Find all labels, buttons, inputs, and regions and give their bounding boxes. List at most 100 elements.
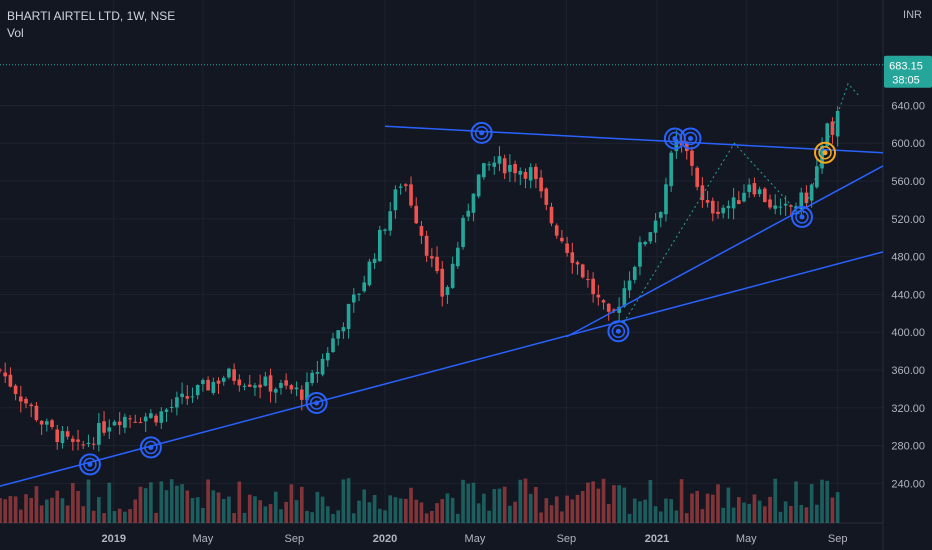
candle-body xyxy=(627,280,632,291)
volume-bar xyxy=(632,498,637,523)
trendline[interactable] xyxy=(384,125,884,154)
candle-body xyxy=(554,225,559,236)
candle-body xyxy=(414,205,419,224)
symbol-title[interactable]: BHARTI AIRTEL LTD, 1W, NSE xyxy=(7,9,176,23)
volume-bar xyxy=(497,488,502,523)
time-tick-label: 2020 xyxy=(373,533,397,545)
marker-outer-ring xyxy=(470,121,493,144)
volume-bar xyxy=(154,512,158,523)
volume-bar xyxy=(24,494,28,523)
volume-bar xyxy=(617,485,621,523)
candle-body xyxy=(794,206,798,209)
candle-body xyxy=(778,206,783,208)
touch-point-marker[interactable] xyxy=(470,121,493,144)
touch-point-marker[interactable] xyxy=(679,127,702,150)
touch-point-marker[interactable] xyxy=(139,436,162,459)
candle-body xyxy=(237,379,242,386)
candle-body xyxy=(315,372,320,374)
volume-bar xyxy=(237,481,242,523)
marker-outer-ring xyxy=(139,436,162,459)
touch-point-marker[interactable] xyxy=(607,320,630,343)
candle-body xyxy=(258,384,262,388)
volume-bar xyxy=(227,496,231,523)
volume-bar xyxy=(768,496,772,523)
candle-body xyxy=(471,193,476,213)
candle-body xyxy=(518,170,523,175)
volume-bar xyxy=(716,484,720,523)
candle-body xyxy=(383,229,387,231)
currency-label[interactable]: INR xyxy=(903,9,922,21)
candle-body xyxy=(133,421,138,423)
candle-body xyxy=(435,256,439,272)
candle-body xyxy=(91,443,96,445)
candle-body xyxy=(534,166,538,179)
bar-countdown-label: 38:05 xyxy=(892,75,920,87)
candle-body xyxy=(45,421,49,425)
volume-bar xyxy=(331,513,335,523)
volume-bar xyxy=(721,507,726,523)
candle-body xyxy=(263,376,268,386)
volume-bar xyxy=(34,486,39,523)
volume-bar xyxy=(700,509,705,523)
candle-body xyxy=(65,431,70,437)
marker-inner-ring xyxy=(83,457,97,472)
candle-body xyxy=(242,385,247,387)
candle-body xyxy=(180,393,184,398)
volume-bar xyxy=(596,488,601,523)
candle-body xyxy=(658,212,663,218)
volume-bar xyxy=(731,507,736,523)
volume-bar xyxy=(554,496,559,523)
marker-inner-ring xyxy=(818,145,832,160)
volume-bar xyxy=(159,481,164,523)
candle-body xyxy=(674,139,679,152)
candle-body xyxy=(123,416,127,428)
volume-bar xyxy=(487,510,491,523)
candle-body xyxy=(835,110,840,137)
candle-body xyxy=(710,200,715,214)
volume-bar xyxy=(117,508,122,523)
candle-body xyxy=(206,379,210,391)
candle-body xyxy=(570,252,575,263)
candle-body xyxy=(497,156,502,164)
candle-body xyxy=(653,220,658,233)
trendline[interactable] xyxy=(0,251,884,487)
volume-bar xyxy=(39,505,44,523)
time-tick-label: May xyxy=(465,533,486,545)
volume-bar xyxy=(789,505,793,523)
volume-bar xyxy=(325,506,330,523)
candle-body xyxy=(279,382,283,388)
volume-bar xyxy=(762,506,767,523)
volume-bar xyxy=(294,500,299,523)
volume-bar xyxy=(674,510,679,523)
touch-point-marker[interactable] xyxy=(78,453,101,476)
volume-bar xyxy=(268,504,273,523)
volume-bar xyxy=(315,491,320,523)
candle-body xyxy=(404,184,408,186)
touch-point-marker[interactable] xyxy=(790,205,813,228)
volume-bar xyxy=(138,486,143,523)
price-badge-bg xyxy=(884,55,932,88)
candle-body xyxy=(580,264,585,278)
touch-point-marker[interactable] xyxy=(305,392,328,415)
candle-body xyxy=(461,217,465,248)
volume-indicator-label[interactable]: Vol xyxy=(7,26,24,40)
volume-bar xyxy=(76,490,80,523)
volume-bar xyxy=(435,503,439,523)
candle-body xyxy=(523,171,528,179)
volume-bar xyxy=(705,493,710,523)
candle-body xyxy=(138,422,143,424)
trendline[interactable] xyxy=(566,165,884,338)
marker-outer-ring xyxy=(679,127,702,150)
volume-bar xyxy=(310,512,314,523)
candle-body xyxy=(216,380,221,384)
candle-body xyxy=(747,184,752,193)
volume-bar xyxy=(149,482,153,523)
candle-body xyxy=(18,396,23,402)
volume-bar xyxy=(419,502,424,523)
candle-body xyxy=(705,200,710,203)
candle-body xyxy=(169,406,174,408)
touch-point-marker[interactable] xyxy=(814,141,837,164)
volume-bar xyxy=(482,493,486,523)
